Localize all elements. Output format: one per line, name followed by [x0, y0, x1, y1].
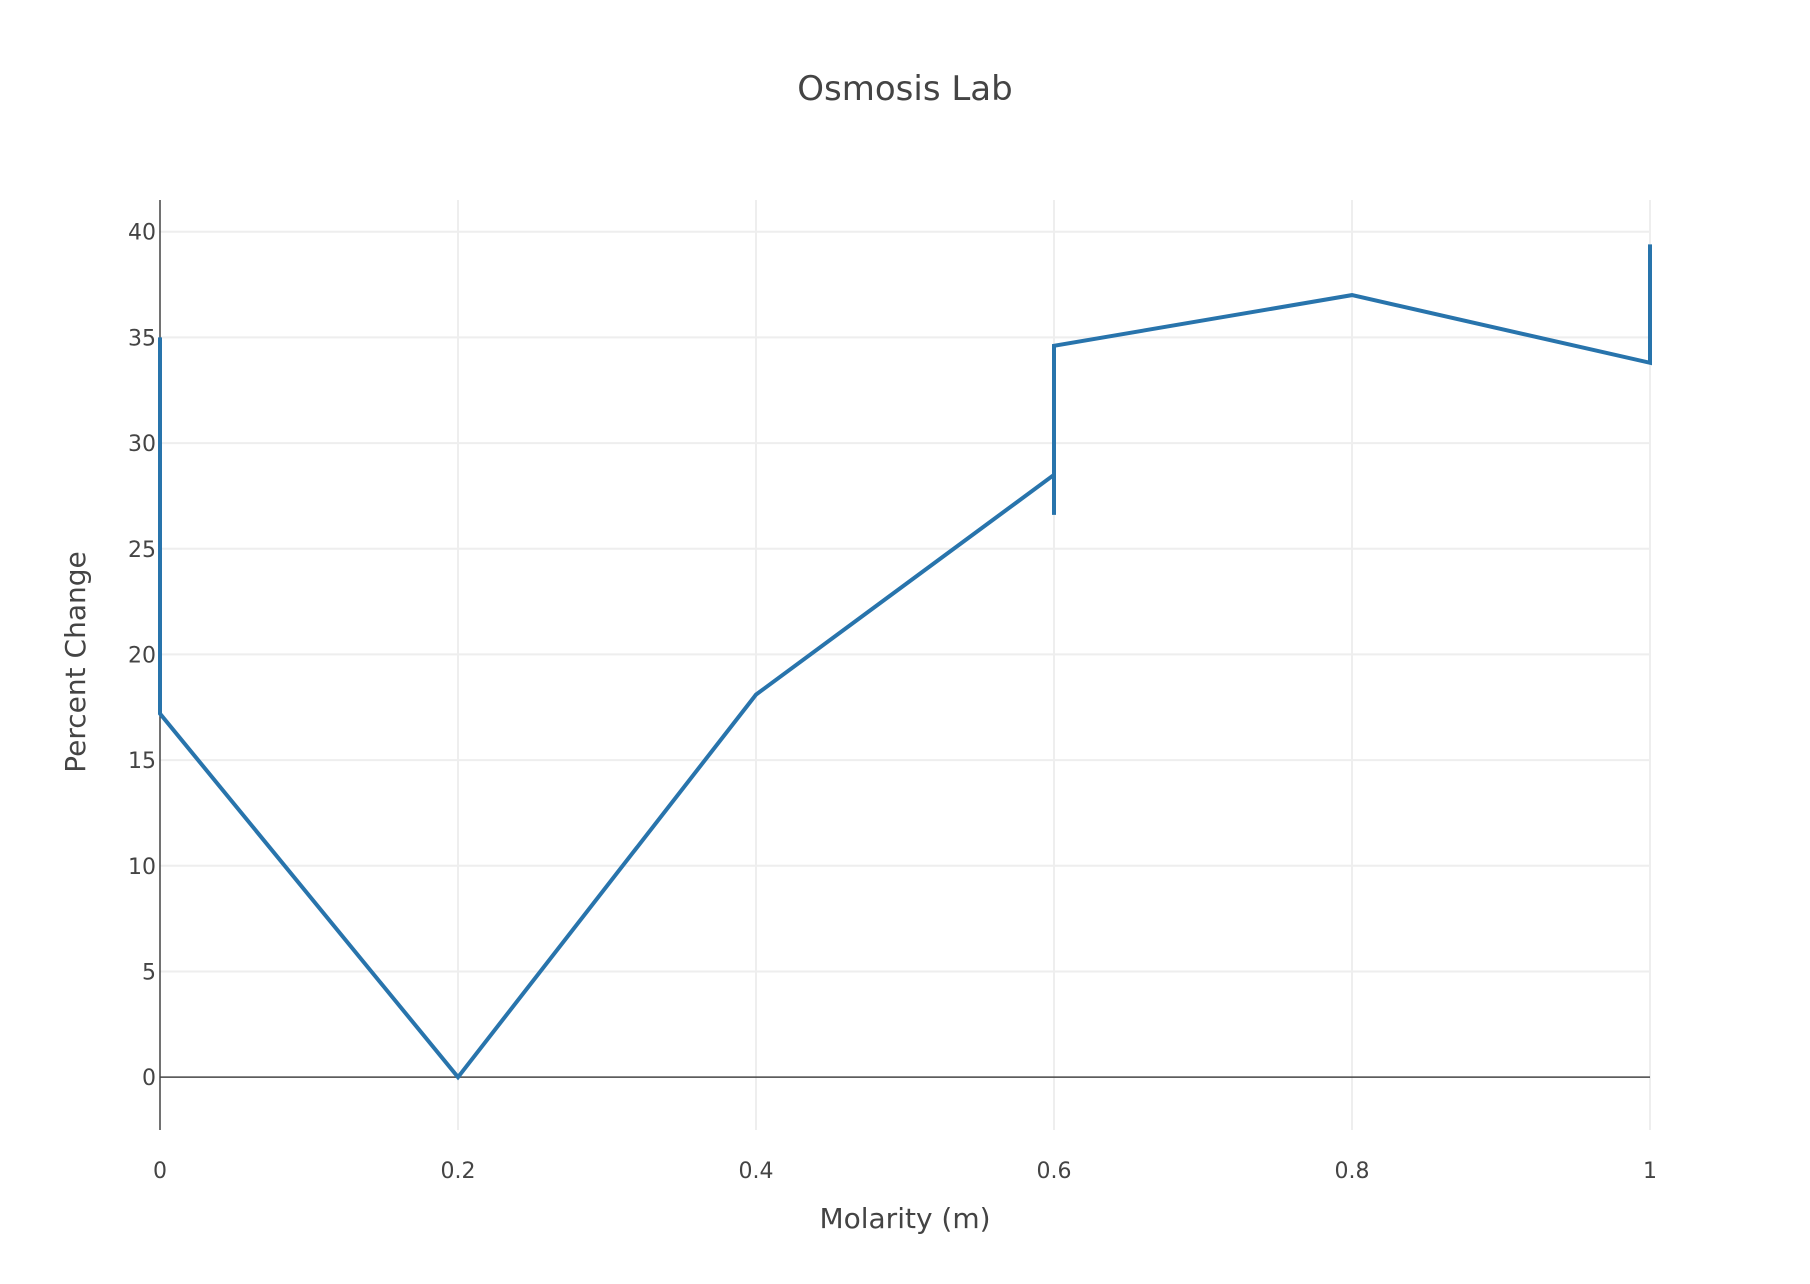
y-tick-label: 40	[128, 221, 156, 246]
series-line	[158, 244, 1652, 1081]
y-tick-label: 20	[128, 643, 156, 668]
y-tick-label: 5	[142, 960, 156, 985]
chart-title: Osmosis Lab	[797, 69, 1012, 109]
grid	[160, 200, 1651, 1130]
x-tick-label: 1	[1643, 1159, 1657, 1184]
x-tick-label: 0.4	[739, 1159, 774, 1184]
x-axis-title: Molarity (m)	[819, 1202, 990, 1235]
y-tick-label: 35	[128, 326, 156, 351]
x-tick-label: 0	[153, 1159, 167, 1184]
y-tick-label: 0	[142, 1066, 156, 1091]
x-tick-label: 0.8	[1335, 1159, 1370, 1184]
x-tick-label: 0.6	[1037, 1159, 1072, 1184]
y-tick-label: 15	[128, 749, 156, 774]
y-axis-title: Percent Change	[59, 551, 92, 772]
series-layer	[158, 244, 1652, 1081]
axes	[159, 200, 1650, 1130]
y-tick-label: 25	[128, 538, 156, 563]
x-tick-label: 0.2	[441, 1159, 476, 1184]
y-tick-label: 10	[128, 855, 156, 880]
y-tick-label: 30	[128, 432, 156, 457]
